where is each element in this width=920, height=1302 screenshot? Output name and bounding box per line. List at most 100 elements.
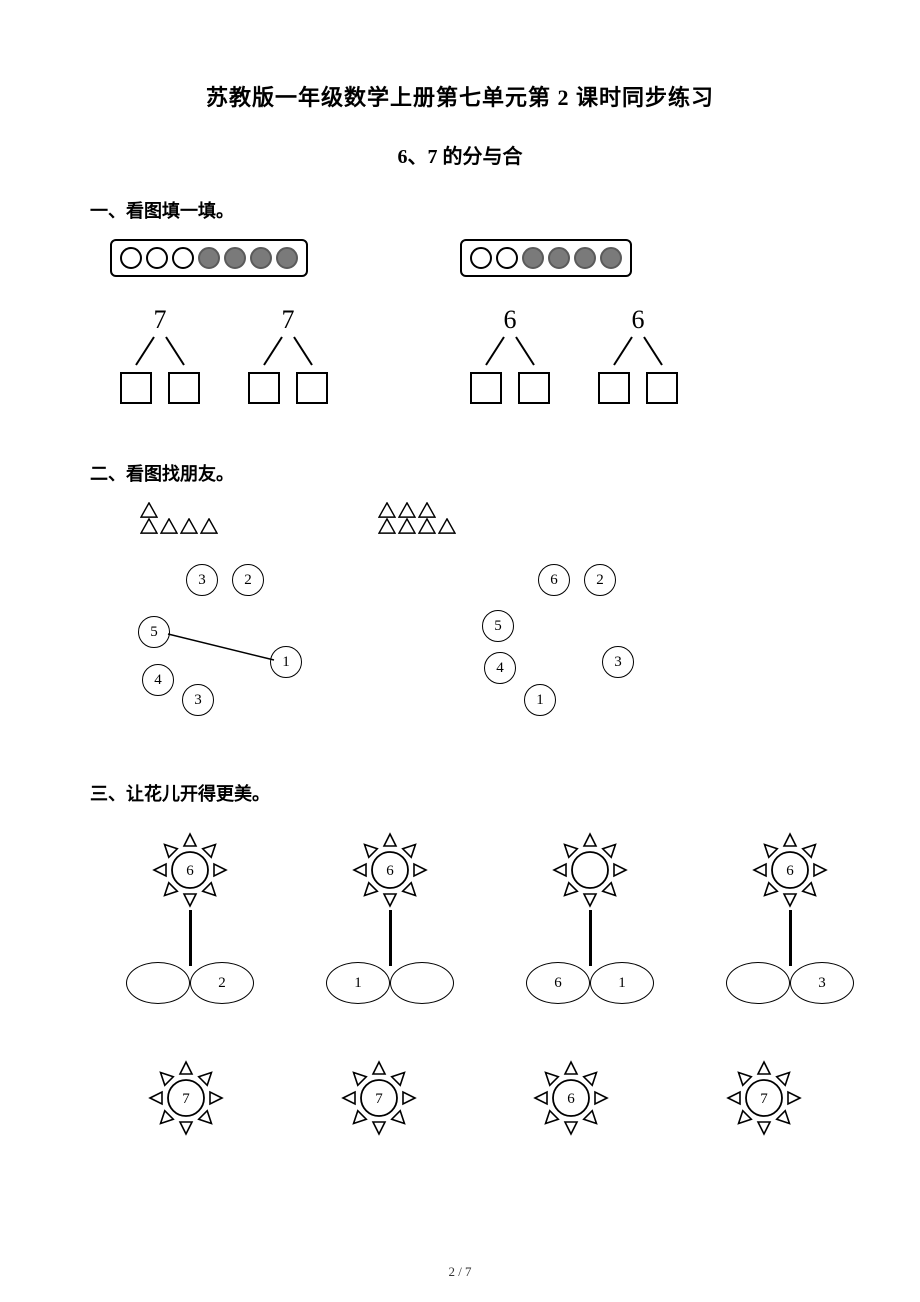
page-footer: 2 / 7 xyxy=(0,1264,920,1280)
triangle-icon xyxy=(378,502,396,518)
svg-text:6: 6 xyxy=(568,1091,576,1107)
triangle-icon xyxy=(160,518,178,534)
filled-circle-icon xyxy=(250,247,272,269)
answer-box[interactable] xyxy=(296,372,328,404)
flower-stem-icon xyxy=(789,910,792,966)
sunflower-icon xyxy=(550,830,630,910)
triangle-line xyxy=(378,502,456,518)
flowers-row-2: 7 7 6 7 xyxy=(120,1058,830,1138)
flower-leaves: 61 xyxy=(520,962,660,1010)
flower-item: 61 xyxy=(520,830,660,1010)
number-circle[interactable]: 4 xyxy=(142,664,174,696)
number-circle[interactable]: 4 xyxy=(484,652,516,684)
split-row: 77 xyxy=(110,305,370,404)
triangle-icon xyxy=(398,502,416,518)
split-lines-icon xyxy=(110,335,210,367)
sec1-group: 77 xyxy=(110,239,370,404)
answer-box[interactable] xyxy=(120,372,152,404)
number-circle[interactable]: 5 xyxy=(482,610,514,642)
triangle-icon xyxy=(140,518,158,534)
leaf-right[interactable]: 1 xyxy=(590,962,654,1004)
flower-leaves: 2 xyxy=(120,962,260,1010)
flower-item: 6 xyxy=(505,1058,638,1138)
sec1-group: 66 xyxy=(460,239,720,404)
filled-circle-icon xyxy=(574,247,596,269)
number-circle[interactable]: 6 xyxy=(538,564,570,596)
section-3-heading: 三、让花儿开得更美。 xyxy=(90,780,830,806)
number-circle[interactable]: 3 xyxy=(186,564,218,596)
empty-circle-icon xyxy=(496,247,518,269)
section-2-heading: 二、看图找朋友。 xyxy=(90,460,830,486)
split-lines-icon xyxy=(460,335,560,367)
triangle-icon xyxy=(418,518,436,534)
number-circle[interactable]: 3 xyxy=(602,646,634,678)
section-1-heading: 一、看图填一填。 xyxy=(90,197,830,223)
flower-item: 63 xyxy=(720,830,860,1010)
sunflower-icon: 7 xyxy=(724,1058,804,1138)
answer-box[interactable] xyxy=(168,372,200,404)
flower-item: 7 xyxy=(313,1058,446,1138)
number-circle[interactable]: 3 xyxy=(182,684,214,716)
circle-box xyxy=(110,239,308,277)
leaf-left[interactable]: 1 xyxy=(326,962,390,1004)
filled-circle-icon xyxy=(600,247,622,269)
split-top-number: 6 xyxy=(460,305,560,335)
number-split: 7 xyxy=(238,305,338,404)
triangle-line xyxy=(378,518,456,534)
page-subtitle: 6、7 的分与合 xyxy=(90,140,830,169)
answer-box[interactable] xyxy=(598,372,630,404)
triangle-icon xyxy=(438,518,456,534)
leaf-right[interactable]: 3 xyxy=(790,962,854,1004)
sunflower-icon: 7 xyxy=(339,1058,419,1138)
flower-item: 62 xyxy=(120,830,260,1010)
svg-text:6: 6 xyxy=(386,863,394,879)
page-title: 苏教版一年级数学上册第七单元第 2 课时同步练习 xyxy=(90,80,830,112)
triangle-icon xyxy=(418,502,436,518)
flower-stem-icon xyxy=(589,910,592,966)
flowers-row-1: 62616163 xyxy=(120,830,830,1010)
split-lines-icon xyxy=(238,335,338,367)
leaf-left[interactable] xyxy=(126,962,190,1004)
number-split: 6 xyxy=(588,305,688,404)
split-lines-icon xyxy=(588,335,688,367)
sunflower-icon: 6 xyxy=(150,830,230,910)
svg-text:7: 7 xyxy=(375,1091,383,1107)
leaf-right[interactable] xyxy=(390,962,454,1004)
friends-puzzle: 62 5 3 41 xyxy=(460,564,670,724)
triangle-icon xyxy=(398,518,416,534)
split-top-number: 7 xyxy=(110,305,210,335)
triangle-icon xyxy=(180,518,198,534)
circle-box xyxy=(460,239,632,277)
number-circle[interactable]: 1 xyxy=(524,684,556,716)
svg-text:7: 7 xyxy=(760,1091,768,1107)
empty-circle-icon xyxy=(120,247,142,269)
leaf-left[interactable]: 6 xyxy=(526,962,590,1004)
page: 苏教版一年级数学上册第七单元第 2 课时同步练习 6、7 的分与合 一、看图填一… xyxy=(0,0,920,1302)
triangle-line xyxy=(140,518,218,534)
answer-box[interactable] xyxy=(248,372,280,404)
triangle-icon xyxy=(140,502,158,518)
empty-circle-icon xyxy=(172,247,194,269)
leaf-right[interactable]: 2 xyxy=(190,962,254,1004)
svg-text:6: 6 xyxy=(786,863,794,879)
leaf-left[interactable] xyxy=(726,962,790,1004)
sunflower-icon: 6 xyxy=(531,1058,611,1138)
number-circle[interactable]: 2 xyxy=(232,564,264,596)
answer-box[interactable] xyxy=(646,372,678,404)
number-circle[interactable]: 5 xyxy=(138,616,170,648)
split-row: 66 xyxy=(460,305,720,404)
number-circle[interactable]: 2 xyxy=(584,564,616,596)
triangle-group xyxy=(378,502,456,534)
sunflower-icon: 6 xyxy=(350,830,430,910)
number-circle[interactable]: 1 xyxy=(270,646,302,678)
triangle-icon xyxy=(200,518,218,534)
sunflower-icon: 7 xyxy=(146,1058,226,1138)
empty-circle-icon xyxy=(146,247,168,269)
answer-box[interactable] xyxy=(518,372,550,404)
split-top-number: 7 xyxy=(238,305,338,335)
number-split: 7 xyxy=(110,305,210,404)
filled-circle-icon xyxy=(198,247,220,269)
split-top-number: 6 xyxy=(588,305,688,335)
triangle-group xyxy=(140,502,218,534)
answer-box[interactable] xyxy=(470,372,502,404)
